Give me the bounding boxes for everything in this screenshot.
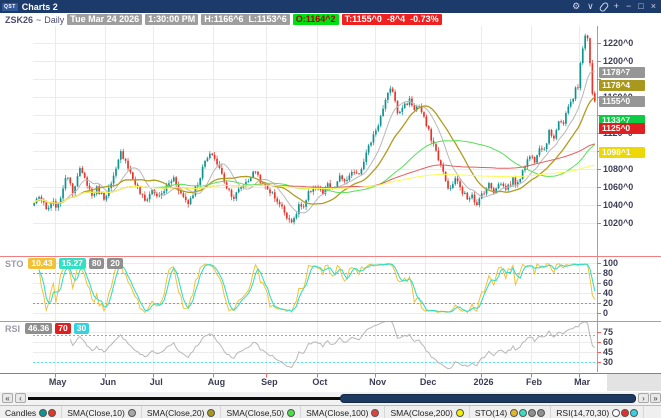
- axis-corner: [607, 374, 661, 391]
- high-low-box: H:1166^6 L:1153^6: [201, 14, 290, 25]
- legend-dots: [287, 409, 295, 417]
- legend-dots: [39, 409, 56, 417]
- legend-label: SMA(Close,200): [390, 408, 452, 418]
- qst-logo: QST: [2, 3, 18, 11]
- scroll-left-button[interactable]: ‹: [15, 393, 26, 403]
- scroll-far-left-button[interactable]: «: [2, 393, 13, 403]
- legend-dots: [207, 409, 215, 417]
- indicator-legend: Candles SMA(Close,10) SMA(Close,20) SMA(…: [0, 405, 661, 418]
- scroll-right-button[interactable]: ›: [638, 393, 649, 403]
- sto-header: STO 10.43 15.278020: [5, 258, 123, 269]
- legend-label: SMA(Close,50): [226, 408, 284, 418]
- legend-dot: [612, 409, 620, 417]
- scroll-far-right-button[interactable]: »: [650, 393, 661, 403]
- legend-item-sto[interactable]: STO(14): [470, 406, 551, 418]
- sto-label: STO: [5, 259, 23, 269]
- sto-value-box: 10.43: [28, 258, 55, 269]
- sto-value-box: 80: [89, 258, 104, 269]
- legend-dots: [128, 409, 136, 417]
- legend-dot: [519, 409, 527, 417]
- legend-item-sma10[interactable]: SMA(Close,10): [62, 406, 142, 418]
- window-titlebar[interactable]: QST Charts 2 ⚙ ∨ + − □ ×: [0, 0, 661, 13]
- time-box: 1:30:00 PM: [145, 14, 198, 25]
- scrollbar-thumb[interactable]: [340, 394, 636, 403]
- symbol-label[interactable]: ZSK26: [5, 15, 33, 25]
- legend-item-sma50[interactable]: SMA(Close,50): [221, 406, 301, 418]
- chart-header: ZSK26 ~ Daily Tue Mar 24 2026 1:30:00 PM…: [0, 13, 661, 26]
- date-box: Tue Mar 24 2026: [67, 14, 142, 25]
- legend-dot: [128, 409, 136, 417]
- legend-dot: [621, 409, 629, 417]
- legend-dot: [630, 409, 638, 417]
- legend-item-sma20[interactable]: SMA(Close,20): [142, 406, 222, 418]
- legend-item-rsi[interactable]: RSI(14,70,30): [551, 406, 644, 418]
- chart-canvas[interactable]: [0, 0, 661, 418]
- legend-dots: [612, 409, 638, 417]
- gear-icon[interactable]: ⚙: [572, 2, 580, 11]
- sto-value-box: 20: [107, 258, 122, 269]
- window-title: Charts 2: [22, 2, 58, 12]
- rsi-value-box: 70: [55, 323, 70, 334]
- legend-dot: [537, 409, 545, 417]
- rsi-values: 46.3670 30: [25, 323, 89, 334]
- period-label[interactable]: Daily: [44, 15, 64, 25]
- move-icon[interactable]: +: [614, 2, 619, 11]
- rsi-value-box: 30: [74, 323, 89, 334]
- legend-dot: [456, 409, 464, 417]
- legend-item-sma100[interactable]: SMA(Close,100): [301, 406, 385, 418]
- trade-box: T:1155^0 -8^4 -0.73%: [342, 14, 442, 25]
- tilde-separator: ~: [36, 15, 41, 25]
- chart-scrollbar: « ‹ › »: [0, 392, 661, 405]
- close-button[interactable]: ×: [651, 2, 656, 11]
- open-box: O:1164^2: [293, 14, 339, 25]
- rsi-value-box: 46.36: [25, 323, 52, 334]
- legend-dot: [287, 409, 295, 417]
- legend-label: SMA(Close,10): [67, 408, 125, 418]
- legend-label: STO(14): [475, 408, 507, 418]
- minimize-button[interactable]: −: [626, 2, 631, 11]
- legend-label: SMA(Close,100): [306, 408, 368, 418]
- legend-dot: [371, 409, 379, 417]
- legend-dot: [48, 409, 56, 417]
- legend-dot: [39, 409, 47, 417]
- rsi-header: RSI 46.3670 30: [5, 323, 89, 334]
- chevron-down-icon[interactable]: ∨: [587, 2, 594, 11]
- legend-label: SMA(Close,20): [147, 408, 205, 418]
- charts-window: 1220^01200^01160^01120^01080^01060^01040…: [0, 0, 661, 418]
- sto-value-box: 15.27: [59, 258, 86, 269]
- sto-values: 10.43 15.278020: [28, 258, 123, 269]
- legend-dots: [371, 409, 379, 417]
- legend-item-sma200[interactable]: SMA(Close,200): [385, 406, 469, 418]
- maximize-button[interactable]: □: [638, 2, 643, 11]
- legend-dot: [528, 409, 536, 417]
- legend-label: Candles: [5, 408, 36, 418]
- rsi-label: RSI: [5, 324, 20, 334]
- legend-item-candles[interactable]: Candles: [0, 406, 62, 418]
- attach-icon[interactable]: [598, 1, 609, 13]
- legend-dots: [456, 409, 464, 417]
- legend-label: RSI(14,70,30): [556, 408, 609, 418]
- legend-dots: [510, 409, 545, 417]
- legend-dot: [510, 409, 518, 417]
- legend-dot: [207, 409, 215, 417]
